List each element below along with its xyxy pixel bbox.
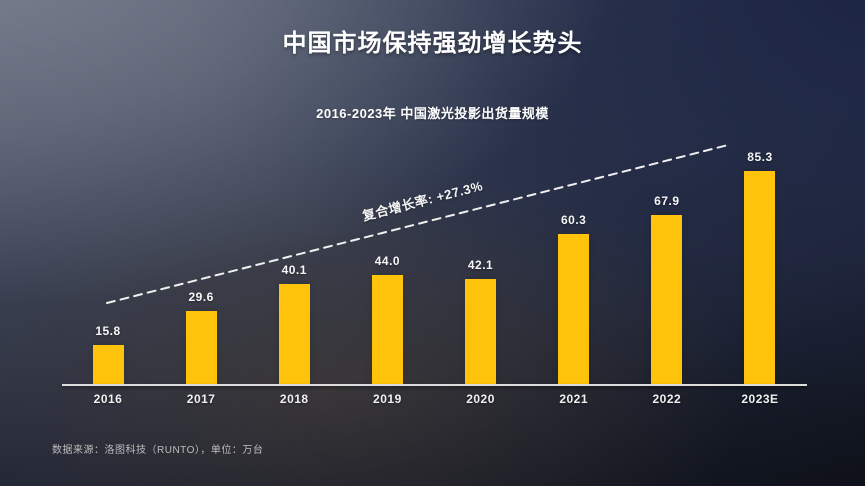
chart-subtitle: 2016-2023年 中国激光投影出货量规模 [316, 106, 549, 121]
x-axis-label: 2017 [186, 392, 216, 406]
bar [651, 215, 683, 385]
x-axis-label: 2021 [559, 392, 589, 406]
bar-value-label: 29.6 [188, 290, 214, 304]
source-note: 数据来源：洛图科技（RUNTO），单位：万台 [52, 445, 264, 456]
bar [558, 234, 590, 385]
x-axis-label: 2023E [741, 392, 779, 406]
cagr-annotation: 复合增长率: +27.3% [360, 178, 485, 224]
page-title: 中国市场保持强劲增长势头 [282, 30, 583, 57]
bar-value-label: 44.0 [374, 254, 401, 268]
bar [278, 284, 310, 385]
bar [371, 275, 403, 385]
bar-value-label: 42.1 [467, 258, 494, 272]
bar-value-label: 67.9 [654, 194, 680, 208]
x-axis-line [62, 384, 807, 386]
bar-value-label: 85.3 [747, 150, 773, 164]
bar-value-label: 40.1 [281, 263, 307, 277]
x-axis-label: 2016 [93, 392, 123, 406]
bar-value-label: 15.8 [95, 324, 121, 338]
bar-value-label: 60.3 [561, 213, 587, 227]
bar [465, 279, 497, 385]
bar [92, 345, 124, 385]
x-axis-label: 2018 [279, 392, 309, 406]
x-axis-label: 2020 [466, 392, 495, 406]
x-axis-label: 2022 [652, 392, 682, 406]
bar [744, 171, 776, 385]
bar [185, 311, 217, 385]
x-axis-label: 2019 [373, 392, 402, 406]
